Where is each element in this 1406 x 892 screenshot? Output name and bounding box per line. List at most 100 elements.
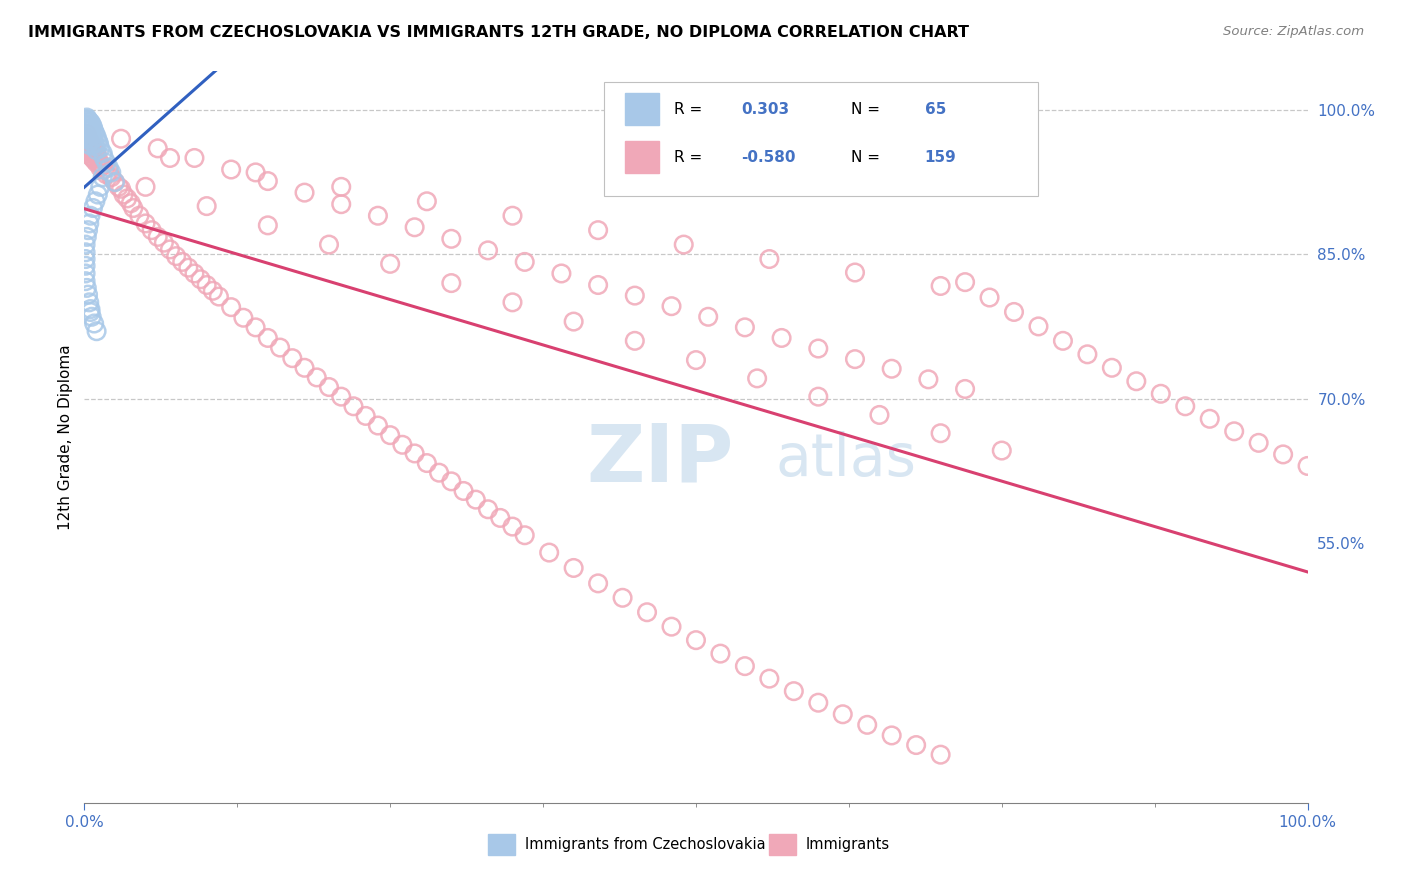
Point: [83, 124, 105, 138]
Point: [141, 223, 163, 237]
Point: [86, 143, 108, 157]
Point: [305, 370, 328, 384]
Point: [513, 255, 536, 269]
Point: [502, 519, 524, 533]
Point: [110, 132, 132, 146]
Point: [219, 300, 242, 314]
Point: [77, 122, 100, 136]
Point: [318, 237, 340, 252]
Point: [159, 243, 181, 257]
Point: [110, 182, 132, 196]
Point: [477, 502, 499, 516]
Point: [1125, 374, 1147, 388]
Point: [77, 112, 100, 127]
Point: [84, 127, 107, 141]
Text: R =: R =: [673, 150, 702, 164]
Point: [807, 696, 830, 710]
Point: [831, 707, 853, 722]
Point: [172, 255, 194, 269]
Point: [93, 162, 115, 177]
Bar: [626, 141, 659, 173]
Point: [77, 134, 100, 148]
Point: [79, 209, 101, 223]
Point: [880, 728, 903, 742]
Point: [75, 245, 97, 260]
Point: [83, 136, 105, 151]
Point: [1052, 334, 1074, 348]
Point: [1076, 347, 1098, 361]
Point: [195, 278, 218, 293]
Point: [97, 165, 120, 179]
Point: [82, 151, 104, 165]
Point: [380, 257, 402, 271]
Point: [77, 136, 100, 151]
Point: [612, 591, 634, 605]
Point: [844, 265, 866, 279]
Point: [342, 399, 364, 413]
Point: [929, 426, 952, 441]
Point: [84, 139, 107, 153]
Point: [294, 186, 316, 200]
Point: [550, 267, 572, 281]
Point: [330, 179, 353, 194]
Point: [79, 305, 101, 319]
Point: [177, 260, 200, 275]
Point: [1272, 447, 1295, 461]
Point: [758, 672, 780, 686]
Point: [1223, 425, 1246, 439]
Point: [146, 141, 169, 155]
Point: [75, 129, 97, 144]
Bar: [488, 833, 515, 855]
Point: [416, 194, 439, 209]
Point: [330, 390, 353, 404]
Point: [245, 165, 267, 179]
Point: [87, 187, 110, 202]
Point: [257, 174, 280, 188]
Point: [477, 244, 499, 258]
Point: [86, 129, 108, 144]
Point: [697, 310, 720, 324]
Point: [153, 235, 176, 250]
Point: [84, 194, 107, 209]
Point: [165, 249, 187, 263]
Point: [128, 209, 150, 223]
Point: [75, 139, 97, 153]
Text: N =: N =: [851, 102, 880, 117]
Point: [97, 161, 120, 175]
Point: [404, 220, 426, 235]
Point: [380, 428, 402, 442]
Text: IMMIGRANTS FROM CZECHOSLOVAKIA VS IMMIGRANTS 12TH GRADE, NO DIPLOMA CORRELATION : IMMIGRANTS FROM CZECHOSLOVAKIA VS IMMIGR…: [28, 25, 969, 40]
Point: [104, 175, 127, 189]
Point: [122, 201, 145, 215]
Point: [91, 146, 114, 161]
Point: [183, 151, 205, 165]
Point: [502, 209, 524, 223]
Point: [201, 284, 224, 298]
Point: [661, 620, 683, 634]
Point: [87, 134, 110, 148]
Point: [86, 155, 108, 169]
Point: [75, 112, 97, 127]
Point: [709, 647, 731, 661]
Point: [453, 483, 475, 498]
Point: [232, 310, 254, 325]
Text: Source: ZipAtlas.com: Source: ZipAtlas.com: [1223, 25, 1364, 38]
Point: [1247, 435, 1270, 450]
Point: [391, 438, 413, 452]
Point: [83, 145, 105, 159]
Point: [80, 138, 103, 153]
Point: [89, 179, 111, 194]
Point: [208, 289, 231, 303]
Point: [685, 353, 707, 368]
Point: [77, 134, 100, 148]
Point: [77, 295, 100, 310]
Point: [257, 219, 280, 233]
Point: [672, 237, 695, 252]
Point: [79, 129, 101, 144]
Point: [159, 151, 181, 165]
Point: [76, 124, 98, 138]
Point: [91, 170, 114, 185]
Point: [115, 191, 138, 205]
Point: [77, 139, 100, 153]
Text: 0.303: 0.303: [741, 102, 789, 117]
